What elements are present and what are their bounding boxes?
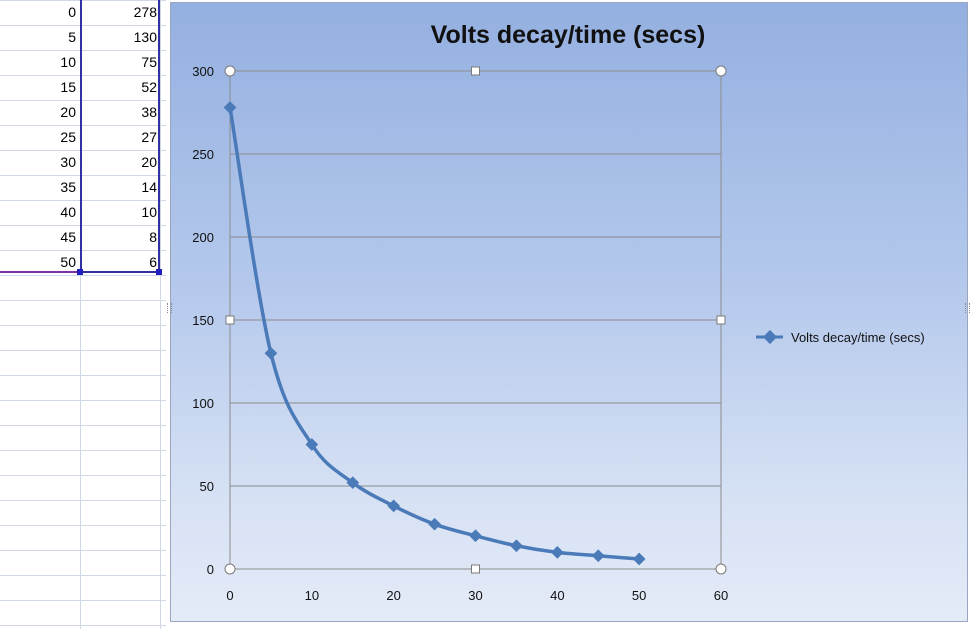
sheet-row-line <box>0 425 166 426</box>
y-tick-label: 0 <box>207 562 214 577</box>
legend-label: Volts decay/time (secs) <box>791 330 925 345</box>
sheet-row-line <box>0 250 166 251</box>
cell-volts[interactable]: 14 <box>141 179 157 195</box>
data-point-marker[interactable] <box>469 529 482 543</box>
cell-time[interactable]: 50 <box>60 254 76 270</box>
cell-volts[interactable]: 27 <box>141 129 157 145</box>
sheet-row-line <box>0 575 166 576</box>
sheet-row-line <box>0 300 166 301</box>
cell-time[interactable]: 10 <box>60 54 76 70</box>
cell-volts[interactable]: 278 <box>133 4 157 20</box>
cell-time[interactable]: 20 <box>60 104 76 120</box>
sheet-column-line <box>160 0 161 629</box>
chart-area[interactable]: Volts decay/time (secs) 0 50 100 150 200 250 3… <box>167 2 970 622</box>
x-tick-label: 60 <box>714 588 728 603</box>
data-point-marker[interactable] <box>510 539 523 553</box>
plot-resize-handle[interactable] <box>224 563 236 575</box>
sheet-row-line <box>0 150 166 151</box>
sheet-row-line <box>0 175 166 176</box>
y-tick-label: 250 <box>192 147 214 162</box>
cell-time[interactable]: 15 <box>60 79 76 95</box>
y-tick-label: 50 <box>200 479 214 494</box>
sheet-column-line <box>80 0 81 629</box>
plot-resize-handle[interactable] <box>715 65 727 77</box>
sheet-row-line <box>0 100 166 101</box>
selection-border-left <box>80 0 82 272</box>
x-tick-label: 50 <box>632 588 646 603</box>
range-resize-handle[interactable] <box>77 269 83 275</box>
cell-time[interactable]: 0 <box>68 4 76 20</box>
sheet-row-line <box>0 125 166 126</box>
x-tick-label: 20 <box>386 588 400 603</box>
cell-time[interactable]: 5 <box>68 29 76 45</box>
cell-volts[interactable]: 130 <box>133 29 157 45</box>
range-resize-handle[interactable] <box>156 269 162 275</box>
cell-volts[interactable]: 75 <box>141 54 157 70</box>
series-line[interactable] <box>228 107 640 561</box>
data-point-marker[interactable] <box>550 546 564 559</box>
selection-border-right <box>158 0 160 272</box>
sheet-row-line <box>0 225 166 226</box>
plot-resize-handle[interactable] <box>471 66 480 76</box>
sheet-row-line <box>0 325 166 326</box>
sheet-row-line <box>0 75 166 76</box>
data-point-marker[interactable] <box>264 346 278 360</box>
x-tick-label: 10 <box>305 588 319 603</box>
cell-time[interactable]: 25 <box>60 129 76 145</box>
sheet-row-line <box>0 350 166 351</box>
data-point-marker[interactable] <box>428 517 441 531</box>
selection-border-a <box>0 271 80 273</box>
sheet-row-line <box>0 50 166 51</box>
sheet-row-line <box>0 25 166 26</box>
y-tick-label: 200 <box>192 230 214 245</box>
sheet-row-line <box>0 625 166 626</box>
chart-legend[interactable]: Volts decay/time (secs) <box>756 329 925 345</box>
sheet-row-line <box>0 475 166 476</box>
x-tick-label: 40 <box>550 588 564 603</box>
chart-resize-handle-left[interactable] <box>167 303 172 313</box>
legend-diamond-icon <box>762 329 778 345</box>
chart-title[interactable]: Volts decay/time (secs) <box>431 21 706 49</box>
chart-resize-handle-right[interactable] <box>965 303 970 313</box>
spreadsheet-grid[interactable]: 0 278 5 130 10 75 15 52 20 38 25 27 30 20 35 14 40 10 45 8 5… <box>0 0 166 629</box>
data-point-marker[interactable] <box>632 552 646 566</box>
sheet-row-line <box>0 525 166 526</box>
cell-volts[interactable]: 38 <box>141 104 157 120</box>
cell-time[interactable]: 35 <box>60 179 76 195</box>
data-point-marker[interactable] <box>305 438 319 451</box>
cell-volts[interactable]: 8 <box>149 229 157 245</box>
data-point-marker[interactable] <box>387 499 401 513</box>
y-tick-label: 150 <box>192 313 214 328</box>
data-point-marker[interactable] <box>591 549 605 563</box>
plot-resize-handle[interactable] <box>471 564 480 574</box>
cell-time[interactable]: 30 <box>60 154 76 170</box>
sheet-row-line <box>0 375 166 376</box>
x-tick-label: 30 <box>468 588 482 603</box>
sheet-row-line <box>0 200 166 201</box>
cell-time[interactable]: 40 <box>60 204 76 220</box>
chart-canvas: Volts decay/time (secs) 0501001502002503… <box>192 21 925 603</box>
plot-resize-handle[interactable] <box>224 65 236 77</box>
sheet-row-line <box>0 500 166 501</box>
cell-time[interactable]: 45 <box>60 229 76 245</box>
y-tick-label: 100 <box>192 396 214 411</box>
sheet-row-line <box>0 0 166 1</box>
plot-resize-handle[interactable] <box>715 563 727 575</box>
cell-volts[interactable]: 52 <box>141 79 157 95</box>
data-point-marker[interactable] <box>346 476 360 490</box>
plot-resize-handle[interactable] <box>225 315 235 325</box>
sheet-row-line <box>0 400 166 401</box>
cell-volts[interactable]: 6 <box>149 254 157 270</box>
y-tick-label: 300 <box>192 64 214 79</box>
data-point-marker[interactable] <box>223 101 237 114</box>
sheet-row-line <box>0 600 166 601</box>
x-tick-label: 0 <box>226 588 233 603</box>
selection-border-bottom <box>80 271 160 273</box>
cell-volts[interactable]: 10 <box>141 204 157 220</box>
sheet-row-line <box>0 275 166 276</box>
cell-volts[interactable]: 20 <box>141 154 157 170</box>
sheet-row-line <box>0 450 166 451</box>
sheet-row-line <box>0 550 166 551</box>
plot-resize-handle[interactable] <box>716 315 726 325</box>
